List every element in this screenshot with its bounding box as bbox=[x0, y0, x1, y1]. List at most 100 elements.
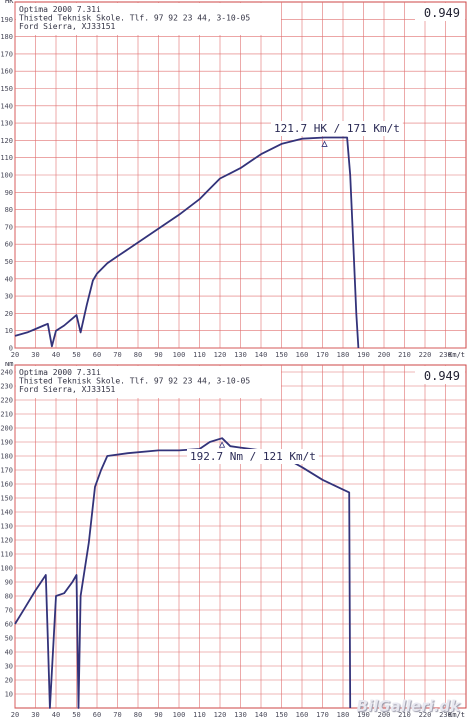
x-tick-label: 130 bbox=[234, 351, 247, 359]
y-tick-label: 170 bbox=[0, 50, 13, 58]
x-tick-label: 70 bbox=[113, 351, 121, 359]
info-line: Ford Sierra, XJ33151 bbox=[19, 22, 116, 31]
y-tick-label: 150 bbox=[0, 495, 13, 503]
y-tick-label: 50 bbox=[5, 258, 13, 266]
x-tick-label: 200 bbox=[378, 711, 391, 719]
y-tick-label: 20 bbox=[5, 677, 13, 685]
x-tick-label: 220 bbox=[419, 711, 432, 719]
x-tick-label: 230 bbox=[439, 351, 452, 359]
power-chart: 20 30 40 50 60 70 80 90 100 110 120 130 140 150 160 170… bbox=[0, 0, 467, 359]
x-tick-label: 150 bbox=[275, 351, 288, 359]
x-tick-label: 50 bbox=[72, 711, 80, 719]
y-tick-label: 80 bbox=[5, 206, 13, 214]
y-tick-label: 180 bbox=[0, 453, 13, 461]
peak-label-bg bbox=[271, 121, 403, 136]
y-tick-label: 100 bbox=[0, 565, 13, 573]
y-tick-label: 150 bbox=[0, 85, 13, 93]
y-tick-label: 110 bbox=[0, 154, 13, 162]
x-tick-label: 170 bbox=[316, 711, 329, 719]
correction-factor: 0.949 bbox=[424, 369, 460, 383]
peak-label: 121.7 HK / 171 Km/t bbox=[274, 122, 400, 135]
x-tick-label: 140 bbox=[255, 351, 268, 359]
x-tick-label: 130 bbox=[234, 711, 247, 719]
correction-box bbox=[415, 366, 465, 384]
correction-box bbox=[415, 3, 465, 21]
watermark-logo: BilGalleri.dk bbox=[356, 697, 460, 715]
x-tick-label: 120 bbox=[214, 711, 227, 719]
x-tick-label: 70 bbox=[113, 711, 121, 719]
x-tick-label: 110 bbox=[193, 711, 206, 719]
y-tick-label: 140 bbox=[0, 509, 13, 517]
y-tick-label: 180 bbox=[0, 33, 13, 41]
y-tick-label: 0 bbox=[9, 345, 13, 353]
x-tick-label: 100 bbox=[173, 711, 186, 719]
y-tick-label: 200 bbox=[0, 425, 13, 433]
x-tick-label: 110 bbox=[193, 351, 206, 359]
y-tick-label: 80 bbox=[5, 593, 13, 601]
series-line bbox=[14, 136, 360, 349]
peak-label: 192.7 Nm / 121 Km/t bbox=[190, 450, 316, 463]
y-tick-label: 190 bbox=[0, 16, 13, 24]
x-tick-label: 20 bbox=[11, 351, 19, 359]
x-tick-label: 190 bbox=[357, 351, 370, 359]
y-tick-label: 60 bbox=[5, 621, 13, 629]
x-tick-label: 170 bbox=[316, 351, 329, 359]
y-tick-label: 10 bbox=[5, 691, 13, 699]
y-tick-label: 160 bbox=[0, 68, 13, 76]
peak-marker bbox=[218, 441, 226, 448]
x-tick-label: 120 bbox=[214, 351, 227, 359]
y-tick-label: 50 bbox=[5, 635, 13, 643]
y-unit-label: HK bbox=[5, 0, 14, 5]
x-tick-label: 40 bbox=[52, 351, 60, 359]
x-tick-label: 190 bbox=[357, 711, 370, 719]
y-tick-label: 160 bbox=[0, 481, 13, 489]
y-tick-label: 100 bbox=[0, 172, 13, 180]
peak-label-bg bbox=[187, 449, 319, 464]
y-tick-label: 30 bbox=[5, 293, 13, 301]
info-line: Optima 2000 7.31i bbox=[19, 368, 101, 377]
x-tick-label: 90 bbox=[154, 711, 162, 719]
x-tick-label: 80 bbox=[134, 711, 142, 719]
x-unit-label: Km/t bbox=[448, 711, 465, 719]
x-tick-label: 30 bbox=[31, 711, 39, 719]
y-tick-label: 40 bbox=[5, 649, 13, 657]
y-tick-label: 110 bbox=[0, 551, 13, 559]
y-tick-label: 120 bbox=[0, 137, 13, 145]
y-tick-label: 130 bbox=[0, 120, 13, 128]
x-unit-label: Km/t bbox=[448, 351, 465, 359]
info-line: Thisted Teknisk Skole. Tlf. 97 92 23 44,… bbox=[19, 377, 250, 386]
y-tick-label: 30 bbox=[5, 663, 13, 671]
x-tick-label: 210 bbox=[398, 351, 411, 359]
x-tick-label: 150 bbox=[275, 711, 288, 719]
x-tick-label: 210 bbox=[398, 711, 411, 719]
x-tick-label: 20 bbox=[11, 711, 19, 719]
y-tick-label: 60 bbox=[5, 241, 13, 249]
y-tick-label: 10 bbox=[5, 327, 13, 335]
y-tick-label: 90 bbox=[5, 189, 13, 197]
y-tick-label: 140 bbox=[0, 102, 13, 110]
y-tick-label: 70 bbox=[5, 607, 13, 615]
y-tick-label: 230 bbox=[0, 383, 13, 391]
info-box-bg bbox=[16, 366, 281, 398]
x-tick-label: 140 bbox=[255, 711, 268, 719]
x-tick-label: 40 bbox=[52, 711, 60, 719]
x-tick-label: 30 bbox=[31, 351, 39, 359]
info-line: Ford Sierra, XJ33151 bbox=[19, 385, 116, 394]
x-tick-label: 230 bbox=[439, 711, 452, 719]
y-tick-label: 40 bbox=[5, 275, 13, 283]
y-tick-label: 90 bbox=[5, 579, 13, 587]
x-tick-label: 160 bbox=[296, 711, 309, 719]
y-tick-label: 20 bbox=[5, 310, 13, 318]
y-tick-label: 120 bbox=[0, 537, 13, 545]
info-box-bg bbox=[16, 3, 281, 35]
y-tick-label: 210 bbox=[0, 411, 13, 419]
y-tick-label: 240 bbox=[0, 369, 13, 377]
x-tick-label: 90 bbox=[154, 351, 162, 359]
x-tick-label: 80 bbox=[134, 351, 142, 359]
x-tick-label: 180 bbox=[337, 351, 350, 359]
x-tick-label: 60 bbox=[93, 351, 101, 359]
x-tick-label: 100 bbox=[173, 351, 186, 359]
x-tick-label: 180 bbox=[337, 711, 350, 719]
x-tick-label: 160 bbox=[296, 351, 309, 359]
info-line: Thisted Teknisk Skole. Tlf. 97 92 23 44,… bbox=[19, 14, 250, 23]
